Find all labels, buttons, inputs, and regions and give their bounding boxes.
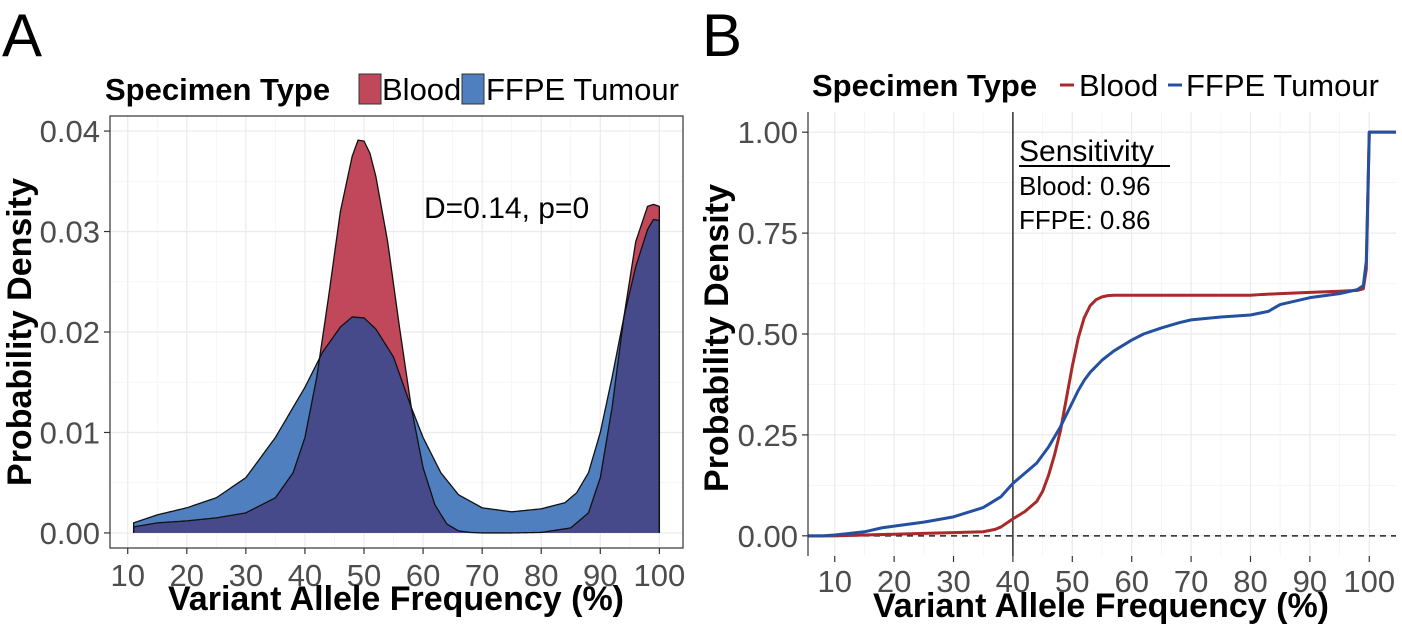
legend-key-blood bbox=[358, 73, 382, 105]
sensitivity-title: Sensitivity bbox=[1019, 135, 1154, 168]
panel-b-legend: Specimen Type Blood FFPE Tumour bbox=[812, 68, 1379, 103]
y-tick-label: 0.25 bbox=[738, 418, 798, 453]
x-tick-label: 40 bbox=[996, 564, 1030, 599]
y-tick-label: 0.02 bbox=[40, 315, 100, 350]
panel-a-legend-title: Specimen Type bbox=[105, 72, 330, 107]
y-tick-label: 0.75 bbox=[738, 216, 798, 251]
cdf-line-ffpe bbox=[808, 130, 1396, 538]
x-tick-label: 40 bbox=[288, 558, 322, 593]
y-tick-label: 1.00 bbox=[738, 115, 798, 150]
panel-a: A Specimen Type Blood FFPE Tumour 10 20 30… bbox=[1, 2, 685, 618]
panel-a-letter: A bbox=[2, 2, 42, 69]
x-tick-label: 70 bbox=[1174, 564, 1208, 599]
x-tick-label: 10 bbox=[817, 564, 851, 599]
x-tick-label: 50 bbox=[1055, 564, 1089, 599]
legend-key-ffpe bbox=[461, 73, 485, 105]
panel-a-y-axis-title: Probability Density bbox=[1, 178, 39, 486]
panel-b-axis-ticks: 10 20 30 40 50 60 70 80 90 100 0.00 0.25 0.50 0.75 1.0… bbox=[738, 112, 1395, 599]
panel-b-y-axis-title: Probability Density bbox=[698, 184, 736, 492]
density-outline-ffpe bbox=[132, 218, 661, 533]
y-tick-label: 0.04 bbox=[40, 114, 100, 149]
panel-b-grid bbox=[808, 112, 1396, 556]
x-tick-label: 10 bbox=[110, 558, 144, 593]
x-tick-label: 30 bbox=[229, 558, 263, 593]
x-tick-label: 70 bbox=[465, 558, 499, 593]
density-area-blood bbox=[133, 140, 660, 533]
panel-b-x-axis-title: Variant Allele Frequency (%) bbox=[873, 587, 1329, 625]
panel-b-legend-title: Specimen Type bbox=[812, 68, 1037, 103]
panel-a-density-areas bbox=[132, 139, 661, 534]
x-tick-label: 60 bbox=[406, 558, 440, 593]
x-tick-label: 20 bbox=[170, 558, 204, 593]
panel-b-cdf-lines bbox=[808, 130, 1396, 538]
legend-label-blood: Blood bbox=[382, 72, 461, 107]
panel-a-legend: Specimen Type Blood FFPE Tumour bbox=[105, 72, 679, 107]
ks-test-annotation: D=0.14, p=0 bbox=[424, 192, 589, 225]
x-tick-label: 90 bbox=[1293, 564, 1327, 599]
x-tick-label: 100 bbox=[1343, 564, 1395, 599]
panel-b: B Specimen Type Blood FFPE Tumour 10 20 30… bbox=[698, 2, 1396, 625]
x-tick-label: 80 bbox=[1233, 564, 1267, 599]
sensitivity-ffpe: FFPE: 0.86 bbox=[1019, 205, 1151, 235]
panel-a-axis-ticks: 10 20 30 40 50 60 70 80 90 100 0.00 0.01 0.02 0.03 0.0… bbox=[40, 114, 686, 593]
x-tick-label: 60 bbox=[1114, 564, 1148, 599]
x-tick-label: 100 bbox=[634, 558, 686, 593]
x-tick-label: 50 bbox=[347, 558, 381, 593]
density-outline-blood bbox=[132, 139, 661, 534]
legend-label-ffpe: FFPE Tumour bbox=[486, 72, 679, 107]
x-tick-label: 30 bbox=[936, 564, 970, 599]
y-tick-label: 0.00 bbox=[738, 519, 798, 554]
legend-label-ffpe-b: FFPE Tumour bbox=[1186, 68, 1379, 103]
y-tick-label: 0.01 bbox=[40, 415, 100, 450]
cdf-line-blood bbox=[808, 130, 1396, 538]
density-area-overlap bbox=[133, 219, 660, 533]
legend-label-blood-b: Blood bbox=[1079, 68, 1158, 103]
y-tick-label: 0.00 bbox=[40, 516, 100, 551]
panel-a-x-axis-title: Variant Allele Frequency (%) bbox=[168, 580, 624, 618]
panel-b-letter: B bbox=[702, 2, 742, 69]
x-tick-label: 80 bbox=[524, 558, 558, 593]
sensitivity-annotation: Sensitivity Blood: 0.96 FFPE: 0.86 bbox=[1019, 135, 1170, 235]
y-tick-label: 0.03 bbox=[40, 215, 100, 250]
y-tick-label: 0.50 bbox=[738, 317, 798, 352]
sensitivity-blood: Blood: 0.96 bbox=[1019, 171, 1151, 201]
x-tick-label: 90 bbox=[583, 558, 617, 593]
x-tick-label: 20 bbox=[877, 564, 911, 599]
